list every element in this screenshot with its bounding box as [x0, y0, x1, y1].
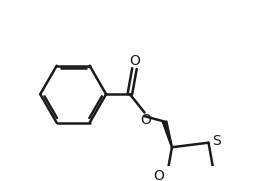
Text: O: O — [140, 113, 151, 127]
Text: O: O — [129, 54, 140, 68]
Text: S: S — [212, 134, 221, 148]
Text: O: O — [154, 169, 164, 181]
Polygon shape — [162, 121, 172, 147]
